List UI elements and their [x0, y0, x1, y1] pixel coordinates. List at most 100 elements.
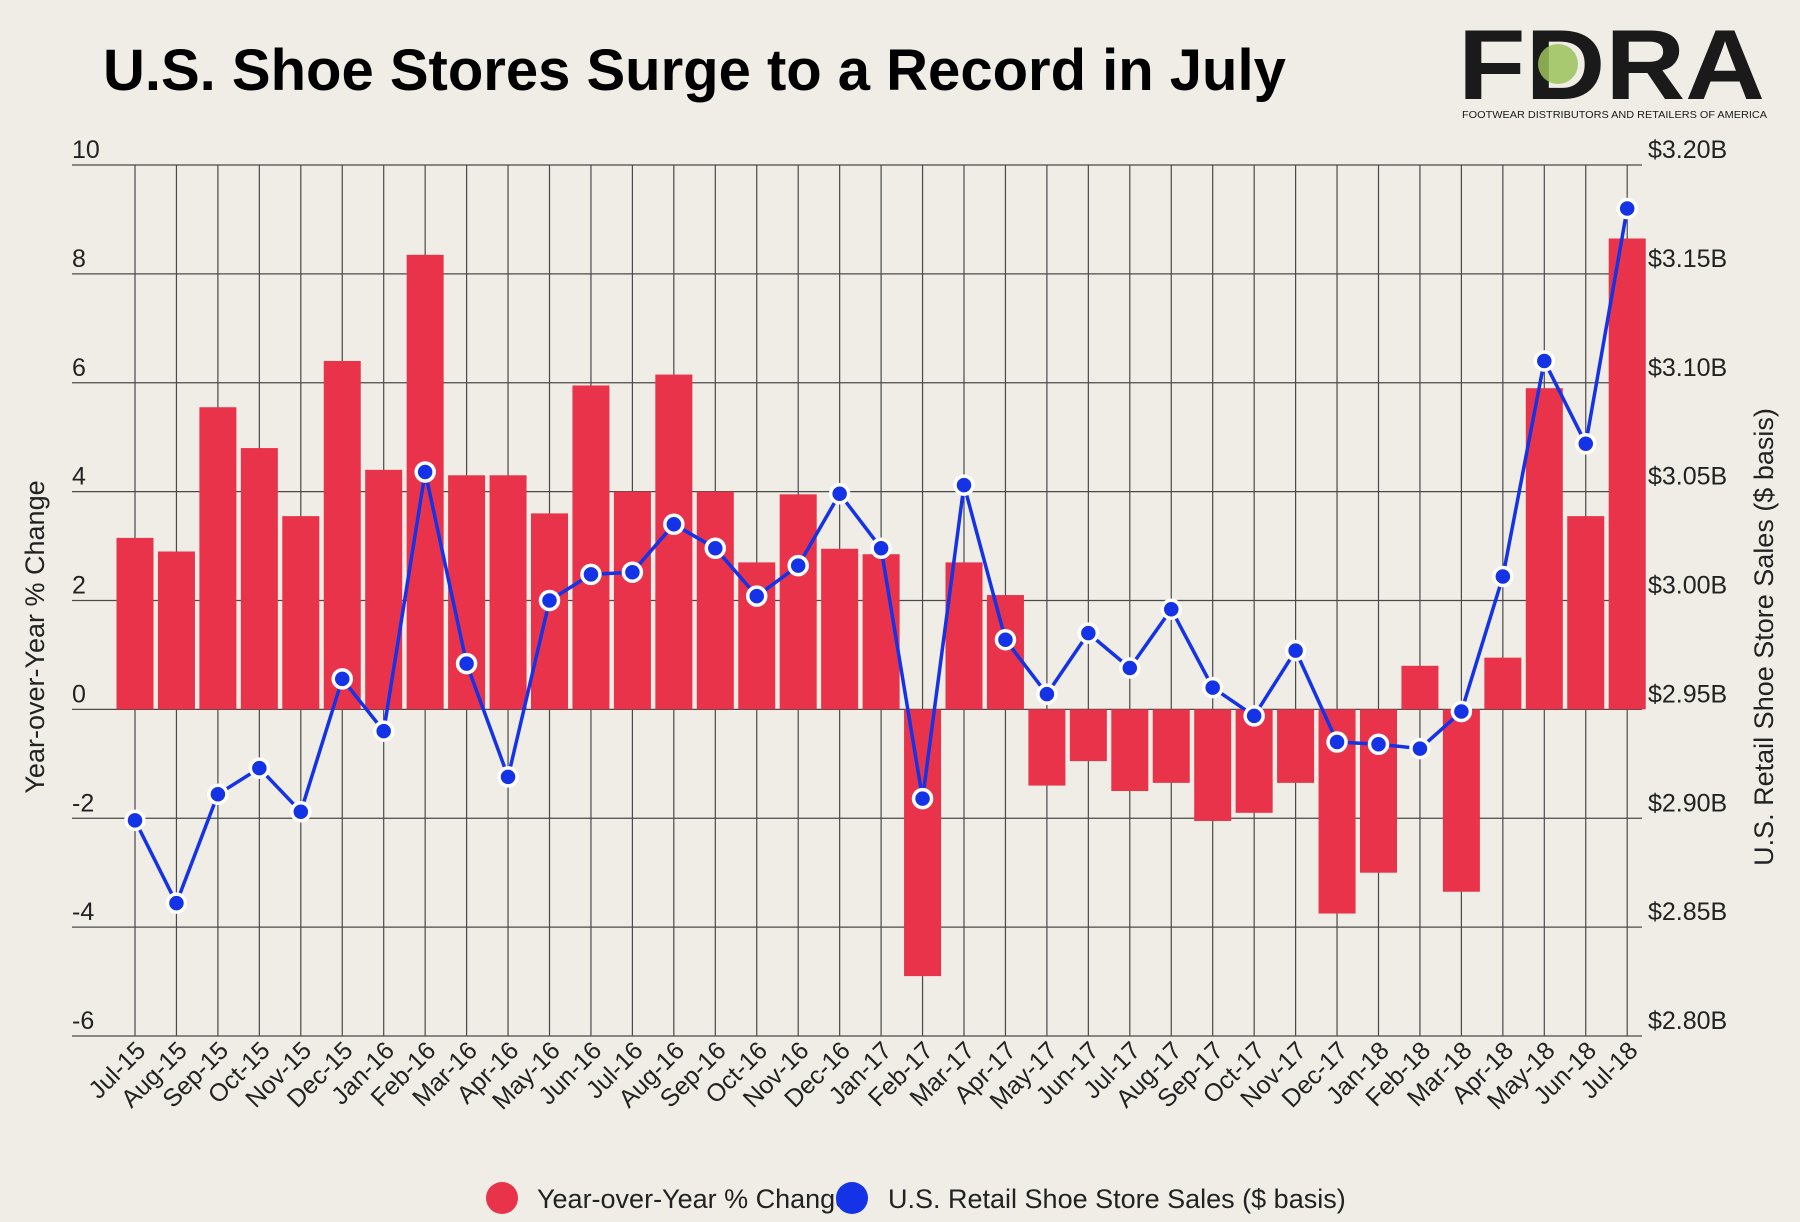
right-tick-label: $2.95B	[1648, 680, 1727, 708]
sales-point-feb-17	[911, 787, 934, 810]
sales-line-layer	[124, 197, 1638, 914]
sales-point-apr-17	[994, 628, 1017, 651]
legend-line-label: U.S. Retail Shoe Store Sales ($ basis)	[888, 1184, 1346, 1214]
sales-point-jun-17	[1077, 622, 1100, 644]
bar-mar-18	[1442, 709, 1480, 892]
sales-point-jun-16	[580, 563, 602, 586]
left-tick-label: 4	[72, 463, 86, 491]
bar-may-16	[531, 513, 568, 710]
bar-dec-16	[821, 548, 859, 710]
left-tick-label: 10	[72, 136, 100, 164]
sales-point-dec-16	[828, 483, 851, 505]
sales-point-aug-16	[663, 513, 685, 536]
legend: Year-over-Year % Change U.S. Retail Shoe…	[486, 1182, 1346, 1214]
globe-icon	[1538, 44, 1578, 84]
bar-sep-17	[1194, 709, 1232, 821]
chart-title: U.S. Shoe Stores Surge to a Record in Ju…	[103, 38, 1286, 103]
sales-point-aug-17	[1160, 598, 1182, 620]
fdra-logo: FDRA FOOTWEAR DISTRIBUTORS AND RETAILERS…	[1458, 9, 1767, 121]
sales-point-oct-17	[1243, 705, 1265, 727]
bar-apr-17	[986, 595, 1024, 710]
sales-point-mar-17	[953, 474, 975, 496]
sales-point-dec-15	[331, 668, 353, 690]
right-tick-label: $2.80B	[1648, 1007, 1727, 1035]
bar-may-17	[1028, 709, 1066, 786]
right-axis-ticks: $3.20B $3.15B $3.10B $3.05B $3.00B $2.95B $2.9…	[1648, 136, 1727, 1035]
sales-point-may-17	[1036, 683, 1058, 705]
sales-point-may-16	[538, 589, 561, 612]
bar-jun-18	[1567, 516, 1605, 710]
sales-point-jul-15	[124, 809, 146, 832]
sales-point-oct-16	[746, 585, 768, 607]
bar-jun-16	[572, 385, 610, 710]
bar-aug-17	[1152, 709, 1190, 783]
sales-point-may-18	[1533, 350, 1556, 372]
right-tick-label: $3.10B	[1648, 354, 1727, 382]
bar-feb-18	[1401, 665, 1439, 710]
left-tick-label: -2	[72, 789, 94, 817]
bar-sep-15	[199, 407, 237, 710]
bar-oct-15	[240, 448, 278, 710]
left-tick-label: 6	[72, 354, 86, 382]
bar-nov-17	[1277, 709, 1315, 783]
sales-point-mar-18	[1450, 700, 1473, 723]
sales-point-dec-17	[1326, 731, 1348, 753]
right-tick-label: $3.20B	[1648, 136, 1727, 164]
legend-bar-swatch	[486, 1182, 518, 1214]
sales-point-apr-16	[497, 766, 519, 788]
sales-point-jul-18	[1616, 197, 1638, 220]
left-axis-title: Year-over-Year % Change	[20, 480, 50, 793]
bar-may-18	[1525, 388, 1563, 710]
bar-aug-16	[655, 374, 693, 710]
bar-apr-18	[1484, 657, 1522, 710]
right-tick-label: $3.00B	[1648, 572, 1727, 600]
bar-apr-16	[489, 475, 527, 710]
sales-point-sep-17	[1201, 676, 1224, 699]
sales-point-mar-16	[455, 652, 478, 675]
bar-jul-15	[116, 537, 154, 710]
sales-point-feb-16	[414, 461, 436, 483]
sales-point-nov-16	[787, 554, 809, 577]
sales-point-jun-18	[1575, 432, 1597, 455]
sales-point-jul-17	[1119, 657, 1141, 679]
sales-point-jul-16	[621, 561, 644, 583]
bar-oct-16	[738, 562, 776, 710]
sales-point-oct-15	[248, 757, 271, 779]
bar-feb-17	[904, 709, 942, 977]
left-tick-label: 8	[72, 245, 86, 273]
bar-jul-16	[613, 491, 651, 710]
sales-point-aug-15	[165, 892, 188, 914]
left-axis-ticks: 10 8 6 4 2 0 -2 -4 -6	[72, 136, 100, 1035]
sales-point-apr-18	[1492, 565, 1514, 588]
bars	[116, 238, 1646, 977]
bar-jan-16	[365, 469, 403, 710]
right-tick-label: $2.85B	[1648, 898, 1727, 926]
bar-aug-15	[157, 551, 195, 710]
left-tick-label: -4	[72, 898, 94, 926]
sales-point-sep-16	[704, 537, 727, 559]
logo-subtitle: FOOTWEAR DISTRIBUTORS AND RETAILERS OF A…	[1462, 109, 1767, 121]
left-tick-label: 0	[72, 680, 86, 708]
sales-point-jan-18	[1367, 733, 1390, 755]
sales-point-feb-18	[1409, 737, 1431, 760]
logo-text: FDRA	[1458, 9, 1765, 120]
x-axis-ticks: Jul-15Aug-15Sep-15Oct-15Nov-15Dec-15Jan-…	[83, 1036, 1643, 1115]
bar-sep-16	[696, 491, 734, 710]
sales-point-nov-17	[1284, 639, 1307, 662]
sales-point-jan-16	[372, 720, 395, 742]
left-tick-label: 2	[72, 572, 86, 600]
right-axis-title: U.S. Retail Shoe Store Sales ($ basis)	[1749, 408, 1779, 866]
bar-nov-16	[779, 494, 817, 710]
legend-bar-label: Year-over-Year % Change	[537, 1184, 850, 1214]
bar-nov-15	[282, 516, 320, 710]
sales-point-jan-17	[870, 537, 892, 559]
bar-jun-17	[1069, 709, 1107, 762]
legend-line-swatch	[836, 1182, 868, 1214]
bar-jul-18	[1608, 238, 1646, 710]
left-tick-label: -6	[72, 1007, 94, 1035]
right-tick-label: $3.05B	[1648, 463, 1727, 491]
right-tick-label: $2.90B	[1648, 789, 1727, 817]
bar-dec-15	[323, 360, 361, 710]
sales-point-nov-15	[290, 800, 312, 823]
